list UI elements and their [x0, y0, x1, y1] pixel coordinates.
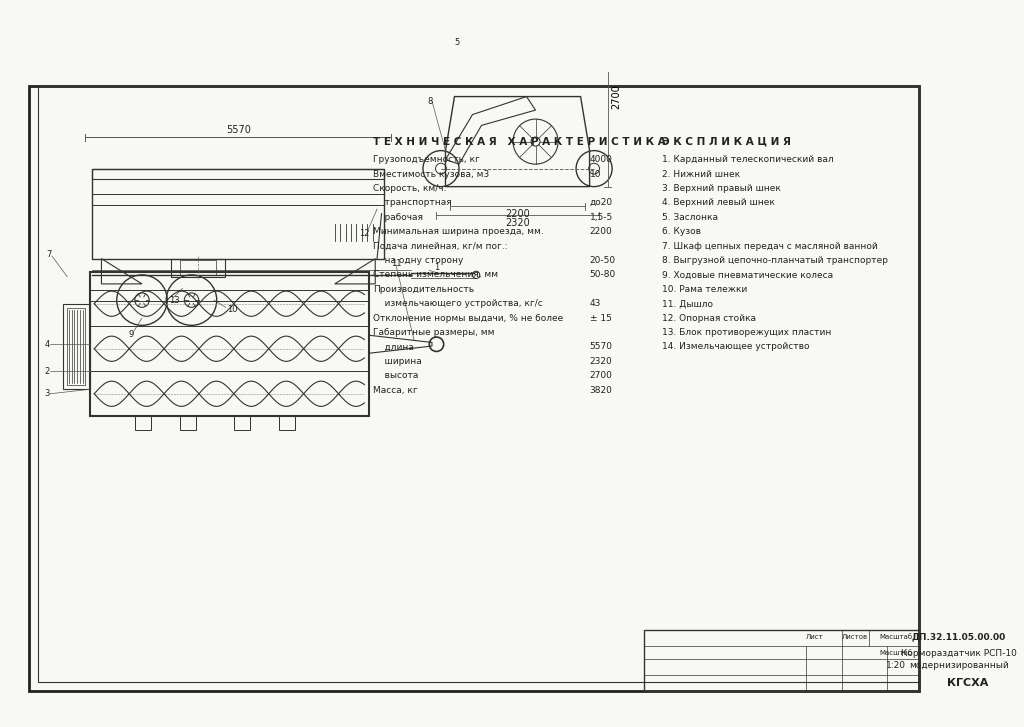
Text: 2. Нижний шнек: 2. Нижний шнек: [662, 169, 739, 179]
Text: 1. Карданный телескопический вал: 1. Карданный телескопический вал: [662, 155, 834, 164]
Text: 6. Кузов: 6. Кузов: [662, 227, 700, 236]
Text: ± 15: ± 15: [590, 313, 611, 323]
Text: 8. Выгрузной цепочно-планчатый транспортер: 8. Выгрузной цепочно-планчатый транспорт…: [662, 256, 888, 265]
Text: 3820: 3820: [590, 386, 612, 395]
Text: 9: 9: [128, 330, 134, 339]
Text: на одну сторону: на одну сторону: [374, 256, 464, 265]
Text: рабочая: рабочая: [374, 213, 424, 222]
Text: 43: 43: [590, 300, 601, 308]
Text: Вместимость кузова, м3: Вместимость кузова, м3: [374, 169, 489, 179]
Bar: [68, 308, 85, 385]
Text: измельчающего устройства, кг/с: измельчающего устройства, кг/с: [374, 300, 543, 308]
Text: 2: 2: [45, 366, 50, 376]
Text: Э К С П Л И К А Ц И Я: Э К С П Л И К А Ц И Я: [662, 137, 791, 147]
Text: 5570: 5570: [226, 125, 251, 135]
Bar: [92, 169, 384, 259]
Text: 2700: 2700: [590, 371, 612, 380]
Text: 20-50: 20-50: [590, 256, 615, 265]
Text: 2200: 2200: [590, 227, 612, 236]
Text: 10: 10: [227, 305, 238, 313]
Text: 7: 7: [46, 249, 52, 259]
Text: Отклонение нормы выдачи, % не более: Отклонение нормы выдачи, % не более: [374, 313, 563, 323]
Text: Лист: Лист: [806, 634, 823, 640]
Bar: [233, 417, 250, 430]
Text: 10: 10: [590, 169, 601, 179]
Text: 5. Заслонка: 5. Заслонка: [662, 213, 718, 222]
Text: ДП.32.11.05.00.00: ДП.32.11.05.00.00: [911, 632, 1006, 641]
Text: 10. Рама тележки: 10. Рама тележки: [662, 285, 746, 294]
Text: 11. Дышло: 11. Дышло: [662, 300, 713, 308]
Bar: [171, 259, 225, 277]
Bar: [180, 417, 196, 430]
Text: 4: 4: [45, 340, 50, 349]
Text: 2320: 2320: [505, 217, 529, 228]
Bar: [279, 417, 295, 430]
Text: 3. Верхний правый шнек: 3. Верхний правый шнек: [662, 184, 780, 193]
Bar: [180, 260, 216, 275]
Bar: [92, 169, 384, 180]
Text: длина: длина: [374, 342, 415, 351]
Text: Подача линейная, кг/м пог.:: Подача линейная, кг/м пог.:: [374, 241, 508, 251]
Text: 3: 3: [45, 389, 50, 398]
Text: Габаритные размеры, мм: Габаритные размеры, мм: [374, 328, 495, 337]
Text: до20: до20: [590, 198, 612, 207]
Text: модернизированный: модернизированный: [909, 662, 1009, 670]
Text: 7. Шкаф цепных передач с масляной ванной: 7. Шкаф цепных передач с масляной ванной: [662, 241, 878, 251]
Text: Масштаб: Масштаб: [880, 650, 912, 656]
Text: 8: 8: [427, 97, 433, 105]
Text: Скорость, км/ч:: Скорость, км/ч:: [374, 184, 446, 193]
Text: 1: 1: [434, 263, 439, 272]
Text: 13. Блок противорежущих пластин: 13. Блок противорежущих пластин: [662, 328, 831, 337]
Text: высота: высота: [374, 371, 419, 380]
Text: 13: 13: [169, 296, 179, 305]
Text: ширина: ширина: [374, 357, 422, 366]
Text: 2700: 2700: [611, 84, 622, 109]
Text: 12. Опорная стойка: 12. Опорная стойка: [662, 313, 756, 323]
Text: 2200: 2200: [505, 209, 529, 219]
Bar: [62, 304, 90, 389]
Text: Степень измельчения, мм: Степень измельчения, мм: [374, 270, 499, 279]
Text: Т Е Х Н И Ч Е С К А Я   Х А Р А К Т Е Р И С Т И К А: Т Е Х Н И Ч Е С К А Я Х А Р А К Т Е Р И …: [374, 137, 667, 147]
Text: Грузоподъемность, кг: Грузоподъемность, кг: [374, 155, 480, 164]
Bar: [644, 630, 920, 691]
Text: 4000: 4000: [590, 155, 612, 164]
Text: 5: 5: [455, 38, 460, 47]
Text: 50-80: 50-80: [590, 270, 615, 279]
Text: КГСХА: КГСХА: [947, 678, 988, 688]
Text: Листов: Листов: [842, 634, 868, 640]
Text: 14. Измельчающее устройство: 14. Измельчающее устройство: [662, 342, 809, 351]
Bar: [90, 272, 369, 417]
Text: 5570: 5570: [590, 342, 612, 351]
Text: 2320: 2320: [590, 357, 612, 366]
Text: 1:20: 1:20: [886, 662, 906, 670]
Text: 11: 11: [391, 259, 402, 268]
Text: 4. Верхний левый шнек: 4. Верхний левый шнек: [662, 198, 774, 207]
Text: 12: 12: [359, 229, 370, 238]
Text: Производительность: Производительность: [374, 285, 474, 294]
Text: 9. Ходовые пневматические колеса: 9. Ходовые пневматические колеса: [662, 270, 833, 279]
Text: Масса, кг: Масса, кг: [374, 386, 418, 395]
Text: Кормораздатчик РСП-10: Кормораздатчик РСП-10: [901, 648, 1017, 658]
Text: Минимальная ширина проезда, мм.: Минимальная ширина проезда, мм.: [374, 227, 544, 236]
Text: 1,5-5: 1,5-5: [590, 213, 612, 222]
Text: Масштаб: Масштаб: [880, 634, 912, 640]
Text: транспортная: транспортная: [374, 198, 453, 207]
Bar: [135, 417, 151, 430]
